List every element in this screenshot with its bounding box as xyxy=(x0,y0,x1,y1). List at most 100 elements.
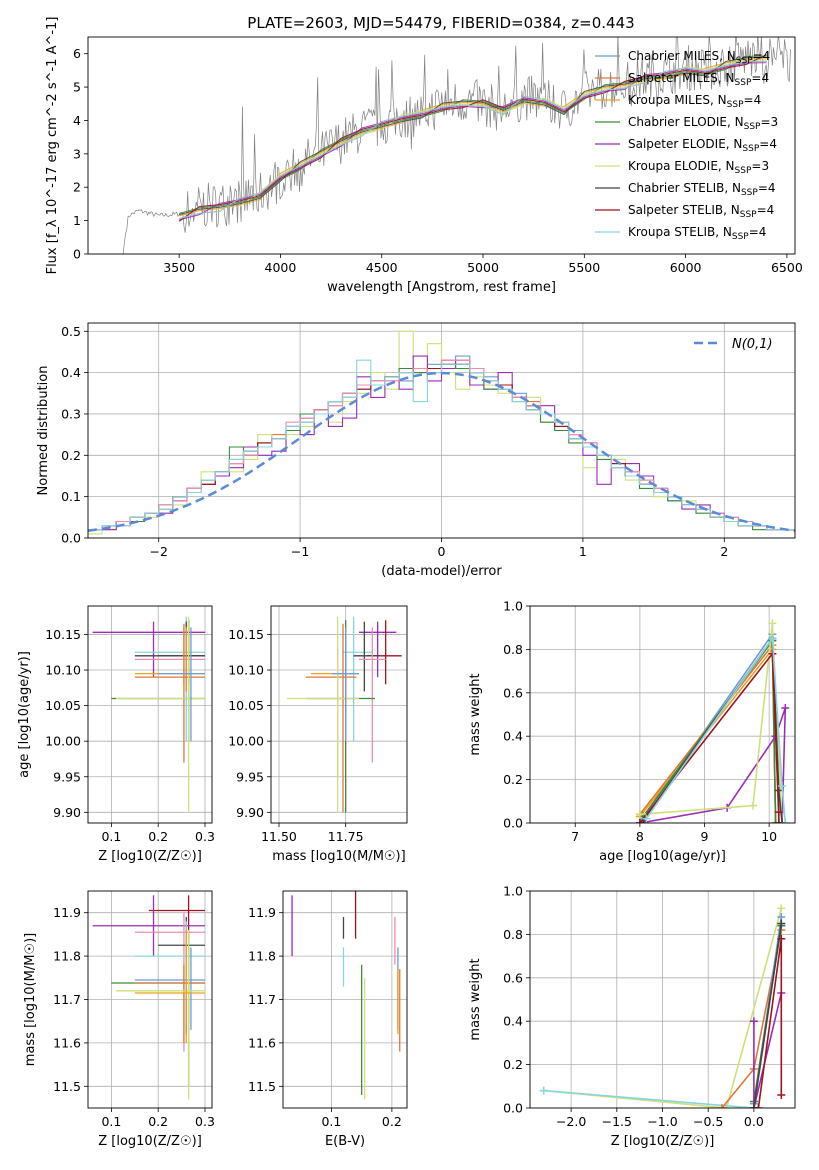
weight_vs_Z-line-5 xyxy=(753,992,783,1108)
mass_vs_ebv-ytick-label: 11.5 xyxy=(248,1079,276,1094)
weight_vs_age-line-8 xyxy=(645,636,787,823)
legend-sub-1: SSP xyxy=(735,78,752,88)
mass_vs_ebv-axes: 0.1 0.2 11.5 11.6 11.7 11.8 11.9 E(B-V) xyxy=(248,890,408,1149)
gaussian-legend-label: N(0,1) xyxy=(732,337,773,352)
spectrum-xtick-label: 6000 xyxy=(670,260,702,275)
spectrum-xtick-label: 5000 xyxy=(467,260,499,275)
legend-sub-3: SSP xyxy=(744,122,761,132)
model-line-4 xyxy=(179,62,767,221)
residuals-legend: N(0,1) xyxy=(694,337,773,352)
spectrum-ylabel: Flux [f_λ 10^-17 erg cm^-2 s^-1 A^-1] xyxy=(45,17,60,275)
age_vs_mass-plot-area xyxy=(271,606,407,823)
age_vs_Z-ytick-label: 10.00 xyxy=(45,734,81,749)
mass_vs_ebv-ytick-label: 11.9 xyxy=(248,905,276,920)
weight_vs_Z-axes: −2.0 −1.5 −1.0 −0.5 0.0 0.0 0.2 0.4 0.6 0.8 1.0 Z [… xyxy=(468,884,796,1149)
weight_vs_Z-line-7 xyxy=(753,923,783,1108)
legend-sub-6: SSP xyxy=(741,188,758,198)
age_vs_Z-ytick-label: 9.90 xyxy=(53,805,81,820)
mass_vs_Z-ytick-label: 11.6 xyxy=(53,1035,81,1050)
legend-sub-0: SSP xyxy=(736,56,753,66)
spectrum-ytick-label: 1 xyxy=(73,213,81,228)
age_vs_mass-ytick-label: 9.90 xyxy=(236,805,264,820)
spectrum-xtick-label: 4500 xyxy=(366,260,398,275)
weight_vs_Z-ytick-label: 0.8 xyxy=(503,927,523,942)
weight_vs_Z-ylabel: mass weight xyxy=(468,958,483,1040)
legend-nssp-2: =4 xyxy=(744,93,762,107)
residuals-ytick-label: 0.3 xyxy=(61,406,81,421)
legend-label-0: Chabrier MILES, NSSP=4 xyxy=(628,49,770,66)
spectrum-xtick-label: 3500 xyxy=(163,260,195,275)
legend-sub-4: SSP xyxy=(742,144,759,154)
residuals-xtick-label: 0 xyxy=(438,544,446,559)
mass_vs_Z-panel: 0.1 0.2 0.3 11.5 11.6 11.7 11.8 11.9 Z [log10(Z/… xyxy=(23,890,215,1149)
age_vs_mass-ytick-label: 10.15 xyxy=(228,627,264,642)
legend-sub-2: SSP xyxy=(727,100,744,110)
spectrum-ytick-label: 2 xyxy=(73,180,81,195)
legend-name-1: Salpeter MILES, N xyxy=(628,71,735,85)
weight_vs_age-ytick-label: 0.8 xyxy=(503,642,523,657)
age_vs_Z-ylabel: age [log10(age/yr)] xyxy=(17,651,32,778)
model-line-8 xyxy=(179,60,767,220)
spectrum-xlabel: wavelength [Angstrom, rest frame] xyxy=(327,280,556,295)
residuals-ytick-label: 0.1 xyxy=(61,489,81,504)
legend-label-3: Chabrier ELODIE, NSSP=3 xyxy=(628,115,778,132)
spectrum-xtick-label: 6500 xyxy=(771,260,803,275)
legend-label-8: Kroupa STELIB, NSSP=4 xyxy=(628,225,766,242)
spectrum-ytick-label: 3 xyxy=(73,146,81,161)
legend-name-2: Kroupa MILES, N xyxy=(628,93,727,107)
mass_vs_ebv-xlabel: E(B-V) xyxy=(325,1134,365,1149)
age_vs_mass-panel: 11.50 11.75 9.90 9.95 10.00 10.05 10.10 10.15 ma… xyxy=(228,605,408,864)
mass_vs_ebv-ytick-label: 11.6 xyxy=(248,1035,276,1050)
weight_vs_age-ytick-label: 0.0 xyxy=(503,816,523,831)
legend-nssp-3: =3 xyxy=(760,115,778,129)
age_vs_Z-ytick-label: 10.05 xyxy=(45,698,81,713)
legend-nssp-5: =3 xyxy=(751,159,769,173)
residuals-xtick-label: −2 xyxy=(149,544,167,559)
weight_vs_Z-ytick-label: 0.6 xyxy=(503,970,523,985)
legend-name-3: Chabrier ELODIE, N xyxy=(628,115,744,129)
mass_vs_ebv-xtick-label: 0.1 xyxy=(321,1114,341,1129)
age_vs_Z-ytick-label: 10.15 xyxy=(45,627,81,642)
legend-label-6: Chabrier STELIB, NSSP=4 xyxy=(628,181,776,198)
residuals-xtick-label: −1 xyxy=(291,544,309,559)
weight_vs_age-xtick-label: 9 xyxy=(701,829,709,844)
mass_vs_Z-xtick-label: 0.3 xyxy=(195,1114,215,1129)
age_vs_mass-ytick-label: 10.05 xyxy=(228,698,264,713)
model-line-7 xyxy=(178,54,767,222)
residuals-ytick-label: 0.0 xyxy=(61,531,81,546)
age_vs_Z-xtick-label: 0.3 xyxy=(195,829,215,844)
gaussian-curve xyxy=(88,371,795,533)
weight_vs_age-ytick-label: 0.6 xyxy=(503,685,523,700)
weight_vs_Z-xtick-label: −1.5 xyxy=(602,1114,632,1129)
legend-name-5: Kroupa ELODIE, N xyxy=(628,159,735,173)
age_vs_Z-xtick-label: 0.2 xyxy=(148,829,168,844)
legend-sub-8: SSP xyxy=(732,232,749,242)
mass_vs_ebv-plot-area xyxy=(283,891,407,1108)
mass_vs_Z-ytick-label: 11.9 xyxy=(53,905,81,920)
mass_vs_Z-axes: 0.1 0.2 0.3 11.5 11.6 11.7 11.8 11.9 Z [log10(Z/… xyxy=(23,890,215,1149)
weight_vs_age-xtick-label: 8 xyxy=(636,829,644,844)
mass_vs_Z-plot-area xyxy=(88,891,212,1108)
legend-label-4: Salpeter ELODIE, NSSP=4 xyxy=(628,137,777,154)
legend-name-8: Kroupa STELIB, N xyxy=(628,225,732,239)
legend-nssp-0: =4 xyxy=(753,49,771,63)
age_vs_mass-ytick-label: 10.10 xyxy=(228,663,264,678)
spectrum-frame xyxy=(87,36,796,255)
mass_vs_Z-ytick-label: 11.5 xyxy=(53,1079,81,1094)
mass_vs_ebv-ytick-label: 11.8 xyxy=(248,949,276,964)
weight_vs_age-ytick-label: 0.4 xyxy=(503,729,523,744)
residuals-xlabel: (data-model)/error xyxy=(381,564,502,579)
weight_vs_age-plot-area xyxy=(530,606,795,823)
spectrum-panel: 3500 4000 4500 5000 5500 6000 6500 0 1 2 3 4 5 6 wavel… xyxy=(45,17,803,295)
weight_vs_Z-plot-area xyxy=(530,891,795,1108)
weight_vs_Z-xtick-label: −1.0 xyxy=(647,1114,677,1129)
age_vs_Z-xlabel: Z [log10(Z/Z☉)] xyxy=(98,849,202,864)
legend-nssp-6: =4 xyxy=(758,181,776,195)
age_vs_mass-axes: 11.50 11.75 9.90 9.95 10.00 10.05 10.10 10.15 ma… xyxy=(228,605,408,864)
legend-nssp-7: =4 xyxy=(757,203,775,217)
residuals-axes: −2 −1 0 1 2 0.0 0.1 0.2 0.3 0.4 0.5 (data-model)/er… xyxy=(36,322,796,579)
residuals-plot-area xyxy=(88,323,795,538)
weight_vs_age-axes: 7 8 9 10 0.0 0.2 0.4 0.6 0.8 1.0 age [log10(age/yr… xyxy=(468,599,796,864)
